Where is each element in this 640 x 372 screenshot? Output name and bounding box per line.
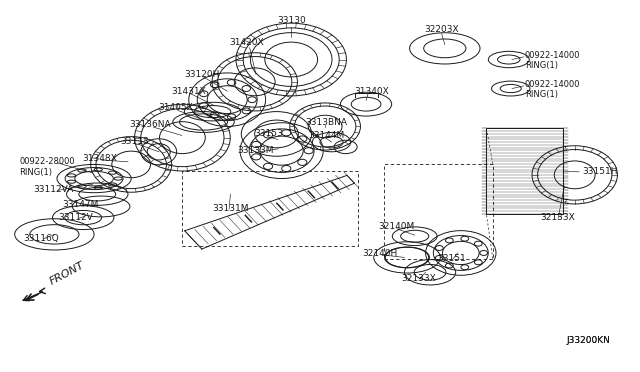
Text: RING(1): RING(1) (525, 90, 558, 99)
Text: 32133X: 32133X (541, 213, 575, 222)
Bar (486, 128, 563, 214)
Text: 31348X: 31348X (82, 154, 116, 163)
Text: 33130: 33130 (277, 16, 305, 25)
Text: 33112V: 33112V (58, 213, 93, 222)
Text: 00922-28000: 00922-28000 (19, 157, 75, 166)
Text: 33151: 33151 (438, 254, 466, 263)
Text: 33144M: 33144M (308, 131, 344, 140)
Text: 33120H: 33120H (184, 70, 220, 79)
Text: 00922-14000: 00922-14000 (525, 80, 580, 89)
Text: RING(1): RING(1) (19, 169, 52, 177)
Text: 32133X: 32133X (401, 274, 436, 283)
Text: 33112VA: 33112VA (33, 185, 74, 194)
Text: 33133M: 33133M (237, 146, 275, 155)
Text: 31431X: 31431X (172, 87, 206, 96)
Text: 33116Q: 33116Q (24, 234, 60, 243)
Text: RING(1): RING(1) (525, 61, 558, 70)
Text: 31340X: 31340X (354, 87, 388, 96)
Text: 32203X: 32203X (424, 25, 459, 34)
Text: 32140H: 32140H (362, 249, 398, 258)
Text: 31420X: 31420X (229, 38, 264, 47)
Text: 33136NA: 33136NA (129, 120, 172, 129)
Text: 31405X: 31405X (159, 103, 193, 112)
Text: 00922-14000: 00922-14000 (525, 51, 580, 60)
Text: 33151H: 33151H (582, 167, 618, 176)
Text: FRONT: FRONT (48, 260, 86, 287)
Text: 33131M: 33131M (212, 204, 249, 213)
Text: 32140M: 32140M (379, 222, 415, 231)
Text: 33147M: 33147M (62, 200, 98, 209)
Text: J33200KN: J33200KN (567, 336, 611, 345)
Text: 3313BNA: 3313BNA (305, 118, 348, 127)
Text: J33200KN: J33200KN (567, 336, 611, 345)
Text: 33113: 33113 (120, 137, 148, 146)
Text: 33153: 33153 (255, 129, 283, 138)
